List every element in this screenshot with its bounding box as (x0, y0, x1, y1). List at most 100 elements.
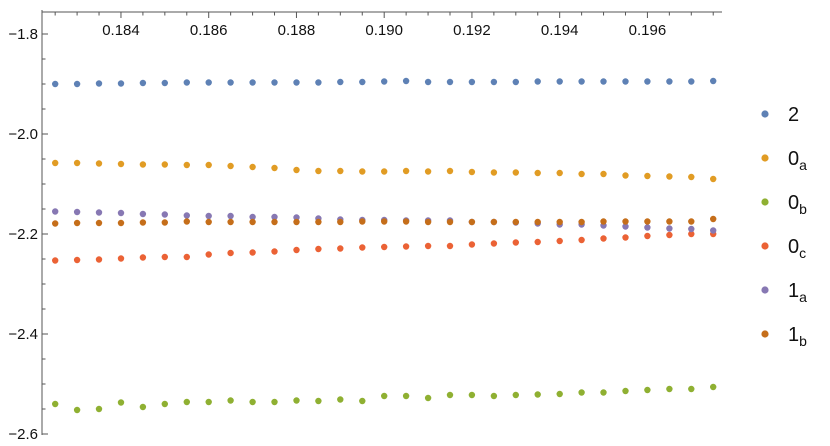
y-tick-label: −2.2 (8, 226, 38, 243)
data-point (95, 219, 103, 227)
data-point (205, 218, 212, 226)
data-point (73, 80, 81, 88)
data-point (205, 398, 212, 406)
x-tick-label: 0.194 (541, 22, 579, 39)
data-point (424, 218, 432, 226)
data-point (381, 392, 388, 400)
data-point (139, 79, 147, 87)
legend-item-0a: 0a (761, 148, 807, 173)
data-point (710, 175, 717, 183)
data-point (139, 210, 147, 218)
data-point (600, 170, 607, 178)
data-point (578, 170, 585, 178)
legend-item-0c: 0c (761, 236, 806, 261)
data-point (666, 225, 673, 232)
data-point (117, 160, 125, 168)
data-point (402, 218, 410, 225)
data-point (161, 79, 168, 87)
data-point (337, 396, 344, 403)
data-point (183, 161, 190, 169)
data-point (666, 385, 673, 393)
data-point (73, 159, 81, 167)
data-point (578, 218, 585, 226)
data-point (512, 78, 519, 86)
data-point (512, 218, 519, 226)
x-tick-label: 0.184 (102, 22, 140, 39)
data-point (644, 386, 651, 394)
legend-label: 0b (788, 192, 807, 217)
data-point (512, 239, 519, 246)
data-point (644, 232, 651, 240)
data-point (117, 219, 125, 227)
data-point (183, 79, 190, 86)
data-point (52, 159, 59, 167)
data-point (622, 387, 629, 395)
data-point (534, 238, 541, 246)
data-point (512, 391, 519, 399)
data-point (337, 167, 344, 175)
data-point (688, 78, 695, 85)
data-point (490, 392, 498, 400)
data-point (95, 160, 103, 167)
data-point (622, 223, 629, 230)
data-point (622, 172, 629, 179)
data-point (666, 173, 673, 180)
data-point (249, 163, 256, 171)
data-point (644, 224, 651, 231)
data-point (600, 218, 607, 225)
data-point (139, 403, 147, 411)
data-point (271, 248, 278, 255)
legend-item-1b: 1b (761, 324, 807, 349)
data-point (688, 385, 695, 393)
data-point (161, 211, 168, 218)
legend-marker (761, 110, 769, 118)
data-point (161, 253, 168, 261)
data-point (337, 245, 344, 252)
legend-label: 1b (788, 324, 807, 349)
data-point (710, 227, 717, 234)
data-point (468, 168, 476, 176)
x-tick-label: 0.186 (190, 22, 228, 39)
data-point (402, 167, 410, 175)
data-point (666, 218, 673, 225)
data-point (424, 78, 432, 86)
data-point (271, 164, 278, 172)
data-point (644, 172, 651, 180)
data-point (293, 218, 300, 226)
data-point (468, 218, 476, 226)
data-point (293, 166, 300, 174)
legend-marker (761, 242, 769, 250)
data-point (446, 167, 454, 175)
data-point (402, 77, 410, 85)
data-point (578, 236, 585, 244)
axes: −1.8 −2.0 −2.2 −2.4 −2.6 0.184 0.186 0.188 0.190… (8, 10, 722, 443)
data-point (468, 391, 476, 399)
x-tick-label: 0.196 (629, 22, 667, 39)
data-point (52, 400, 59, 408)
data-point (293, 246, 300, 254)
y-tick-label: −2.6 (8, 426, 38, 443)
data-point (293, 214, 300, 221)
y-tick-label: −2.0 (8, 126, 38, 143)
data-point (271, 398, 278, 406)
data-point (359, 244, 366, 251)
data-point (381, 168, 388, 175)
data-point (446, 242, 454, 250)
data-point (600, 78, 607, 85)
data-point (205, 212, 212, 220)
data-point (315, 218, 322, 226)
data-point (359, 218, 366, 225)
x-tick-label: 0.188 (278, 22, 316, 39)
data-point (622, 234, 629, 241)
data-point (183, 253, 190, 261)
data-point (490, 169, 498, 176)
data-point (578, 78, 585, 85)
data-point (227, 212, 234, 220)
legend-label: 0c (788, 236, 806, 261)
data-point (490, 240, 498, 247)
data-point (293, 397, 300, 404)
data-point (666, 231, 673, 239)
data-point (73, 406, 81, 414)
data-point (381, 218, 388, 225)
data-point (161, 219, 168, 226)
